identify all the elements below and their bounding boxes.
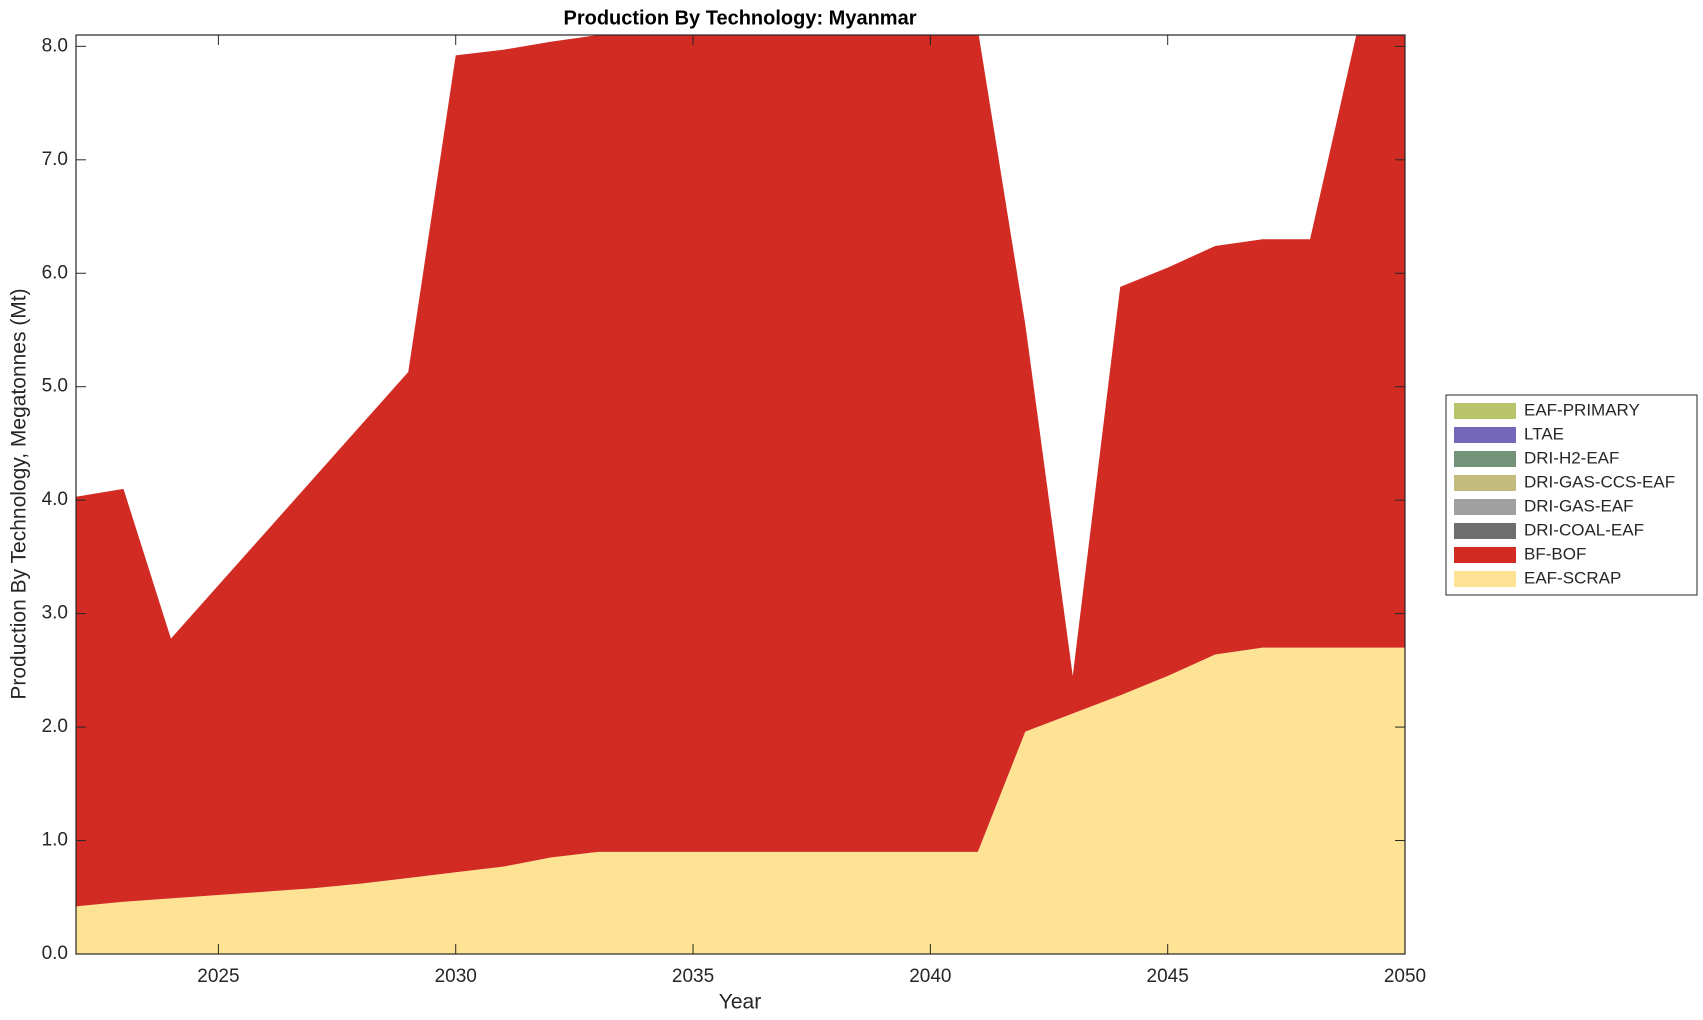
legend-swatch: [1454, 427, 1516, 443]
y-tick-label: 2.0: [42, 716, 68, 737]
legend-label: EAF-PRIMARY: [1524, 400, 1640, 419]
area: [76, 647, 1405, 954]
legend-label: DRI-H2-EAF: [1524, 448, 1619, 467]
x-tick-label: 2045: [1147, 966, 1189, 987]
legend-swatch: [1454, 403, 1516, 419]
y-tick-label: 8.0: [42, 35, 68, 56]
legend-swatch: [1454, 499, 1516, 515]
legend-swatch: [1454, 451, 1516, 467]
x-tick-label: 2035: [672, 966, 714, 987]
axes-frame: [75, 34, 1406, 955]
y-tick-label: 5.0: [42, 376, 68, 397]
legend-swatch: [1454, 571, 1516, 587]
y-tick-label: 3.0: [42, 603, 68, 624]
y-tick-label: 7.0: [42, 149, 68, 170]
legend-label: DRI-COAL-EAF: [1524, 520, 1644, 539]
legend-label: DRI-GAS-CCS-EAF: [1524, 472, 1675, 491]
x-axis-label: Year: [719, 991, 761, 1014]
x-tick-label: 2040: [909, 966, 951, 987]
legend-box: [1445, 394, 1698, 596]
legend-swatch: [1454, 547, 1516, 563]
x-tick-label: 2030: [435, 966, 477, 987]
x-tick-label: 2050: [1384, 966, 1426, 987]
legend-label: BF-BOF: [1524, 544, 1586, 563]
y-tick-label: 1.0: [42, 830, 68, 851]
legend-label: EAF-SCRAP: [1524, 568, 1621, 587]
y-tick-label: 6.0: [42, 262, 68, 283]
y-axis-label: Production By Technology, Megatonnes (Mt…: [8, 288, 31, 699]
legend-swatch: [1454, 523, 1516, 539]
y-tick-label: 0.0: [42, 943, 68, 964]
y-tick-label: 4.0: [42, 489, 68, 510]
area: [76, 35, 1405, 907]
legend-label: DRI-GAS-EAF: [1524, 496, 1634, 515]
chart-title: Production By Technology: Myanmar: [564, 7, 917, 29]
x-tick-label: 2025: [197, 966, 239, 987]
legend-swatch: [1454, 475, 1516, 491]
plot-area: [76, 35, 1405, 954]
legend-label: LTAE: [1524, 424, 1564, 443]
